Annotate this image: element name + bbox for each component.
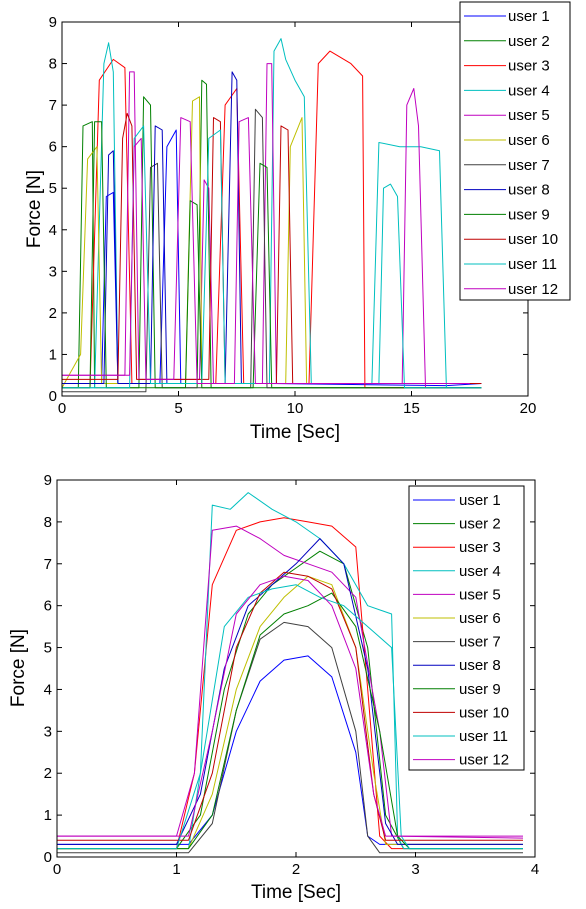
y-tick-label: 9 [49,14,57,31]
y-tick-label: 1 [44,807,52,824]
x-tick-label: 0 [53,861,61,878]
legend-label-11: user 11 [459,728,508,745]
y-tick-label: 1 [49,346,57,363]
series-line-11 [57,584,523,850]
y-tick-label: 4 [49,222,57,239]
y-axis-title: Force [N] [8,629,29,707]
legend-label-3: user 3 [459,539,501,556]
legend-box [408,485,525,771]
series-line-4 [62,38,482,389]
y-tick-label: 7 [49,97,57,114]
x-tick-label: 0 [58,400,66,417]
series-line-4 [57,492,523,850]
y-axis-title: Force [N] [24,170,45,248]
y-tick-label: 6 [49,139,57,156]
y-tick-label: 2 [44,765,52,782]
series-line-8 [62,71,482,384]
legend-label-8: user 8 [459,657,501,674]
x-tick-label: 2 [292,861,300,878]
y-tick-label: 5 [49,180,57,197]
series-line-8 [57,538,523,845]
y-tick-label: 6 [44,598,52,615]
series-line-6 [57,575,523,850]
legend-label-10: user 10 [459,704,509,721]
series-line-12 [57,575,523,837]
series-line-11 [62,125,482,389]
y-tick-label: 4 [44,681,52,698]
x-tick-label: 10 [287,400,304,417]
x-tick-label: 20 [520,400,537,417]
legend-label-3: user 3 [508,58,550,75]
y-tick-label: 8 [49,56,57,73]
series-group [61,38,482,393]
x-axis-title: Time [Sec] [250,422,340,443]
x-tick-label: 4 [531,861,539,878]
y-tick-label: 5 [44,640,52,657]
ticks: 0 1 2 3 4 0 1 2 3 4 5 6 7 8 9 [44,472,540,878]
legend: user 1 user 2 user 3 user 4 user 5 user 6 user… [459,1,571,301]
y-tick-label: 3 [49,263,57,280]
x-tick-label: 5 [174,400,182,417]
legend-label-2: user 2 [459,516,501,533]
series-line-12 [62,117,470,384]
series-line-10 [62,112,482,384]
series-group [57,492,524,854]
force-chart-bottom: 0 1 2 3 4 0 1 2 3 4 5 6 7 8 9 Time [Sec] Force [N] use… [0,458,586,909]
legend-label-6: user 6 [508,132,550,149]
x-tick-label: 15 [403,400,420,417]
legend-label-9: user 9 [508,206,550,223]
legend-label-1: user 1 [459,492,501,509]
x-axis-title: Time [Sec] [251,882,341,903]
series-line-2 [62,79,482,389]
y-tick-label: 7 [44,556,52,573]
ticks: 0 5 10 15 20 0 1 2 3 4 5 6 7 8 9 [49,14,537,417]
legend-label-7: user 7 [459,634,501,651]
legend-label-2: user 2 [508,33,550,50]
legend-label-11: user 11 [508,256,557,273]
y-tick-label: 2 [49,305,57,322]
legend-label-9: user 9 [459,681,501,698]
y-tick-label: 0 [44,849,52,866]
legend-box [459,1,571,301]
y-tick-label: 0 [49,388,57,405]
legend-label-5: user 5 [459,586,501,603]
y-tick-label: 3 [44,723,52,740]
legend-label-10: user 10 [508,231,558,248]
legend-label-7: user 7 [508,157,550,174]
x-tick-label: 1 [172,861,180,878]
series-line-2 [57,550,523,850]
legend-label-5: user 5 [508,107,550,124]
legend-label-6: user 6 [459,610,501,627]
series-line-9 [62,121,482,389]
legend-label-8: user 8 [508,182,550,199]
x-tick-label: 3 [411,861,419,878]
legend: user 1 user 2 user 3 user 4 user 5 user 6 user… [408,485,525,771]
legend-label-12: user 12 [508,281,558,298]
legend-label-1: user 1 [508,8,550,25]
series-line-7 [57,621,523,854]
y-tick-label: 8 [44,514,52,531]
legend-label-12: user 12 [459,752,509,769]
legend-label-4: user 4 [508,82,550,99]
series-line-6 [61,96,482,388]
y-tick-label: 9 [44,472,52,489]
legend-label-4: user 4 [459,563,501,580]
